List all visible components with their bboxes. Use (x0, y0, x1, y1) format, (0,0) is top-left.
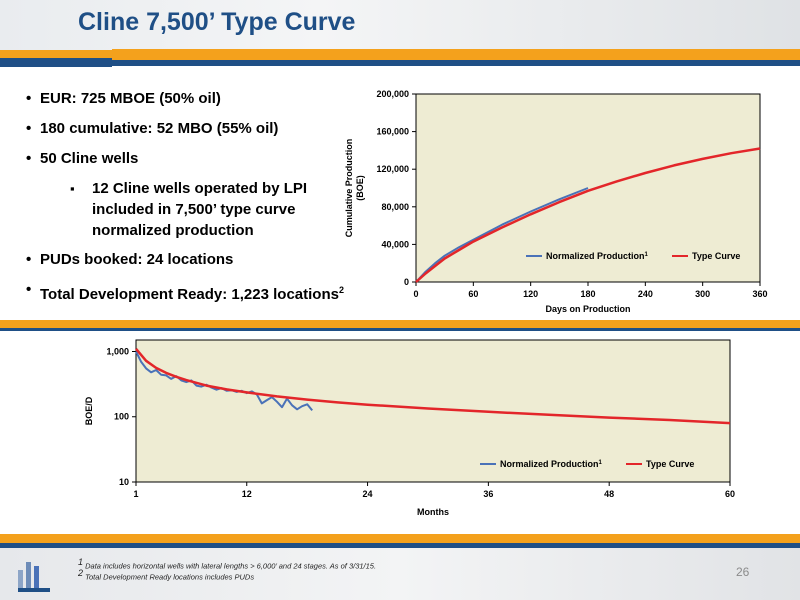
x-tick-label: 60 (468, 289, 478, 299)
y-tick-label: 120,000 (376, 164, 409, 174)
bullet-text: 50 Cline wells (40, 150, 139, 167)
y-tick-label: 80,000 (381, 202, 409, 212)
y-tick-label: 160,000 (376, 127, 409, 137)
bullet-item: EUR: 725 MBOE (50% oil) (22, 88, 367, 110)
y-axis-label: BOE/D (84, 396, 94, 425)
series-line-type-curve (415, 147, 761, 283)
x-tick-label: 180 (580, 289, 595, 299)
x-tick-label: 360 (752, 289, 767, 299)
header-stripe-left (0, 50, 112, 59)
bullet-text: 180 cumulative: 52 MBO (55% oil) (40, 120, 279, 137)
sub-bullet-text: 12 Cline wells operated by LPI included … (92, 180, 308, 239)
footer-background (0, 548, 800, 600)
legend-label: Normalized Production1 (500, 459, 603, 469)
header-stripe-left-blue (0, 58, 112, 67)
y-axis-label: (BOE) (355, 175, 365, 201)
x-tick-label: 36 (483, 489, 493, 499)
footnote-1: 1 Data includes horizontal wells with la… (78, 557, 376, 571)
legend-label: Type Curve (646, 459, 694, 469)
footnote-text: Data includes horizontal wells with late… (85, 561, 377, 571)
series-line-normalized-production (415, 187, 589, 283)
x-axis-label: Days on Production (545, 304, 630, 314)
y-axis-label-group: Cumulative Production (BOE) (344, 139, 365, 238)
x-tick-label: 0 (413, 289, 418, 299)
x-tick-label: 1 (133, 489, 138, 499)
header-stripe-blue (112, 60, 800, 66)
x-tick-label: 60 (725, 489, 735, 499)
y-axis-label: Cumulative Production (344, 139, 354, 238)
x-tick-label: 240 (638, 289, 653, 299)
divider-stripe-blue (0, 328, 800, 331)
x-tick-label: 48 (604, 489, 614, 499)
x-tick-label: 300 (695, 289, 710, 299)
sub-bullet-item: 12 Cline wells operated by LPI included … (22, 178, 367, 241)
header-stripe-orange (112, 49, 800, 60)
legend-label: Type Curve (692, 251, 740, 261)
x-tick-label: 24 (363, 489, 373, 499)
cumulative-production-chart: 0 60 120 180 240 300 360 0 40,000 80,000 120,000 16… (344, 89, 768, 314)
y-tick-label: 10 (119, 477, 129, 487)
series-line-type-curve (135, 347, 731, 425)
footnote-text: Total Development Ready locations includ… (85, 572, 255, 582)
x-tick-label: 12 (242, 489, 252, 499)
footnote-mark: 2 (78, 568, 84, 578)
page-number: 26 (736, 565, 750, 579)
x-tick-label: 120 (523, 289, 538, 299)
bullet-footnote-mark: 2 (338, 285, 344, 295)
footnote-mark: 1 (78, 557, 84, 567)
bullet-item: 180 cumulative: 52 MBO (55% oil) (22, 118, 367, 140)
plot-area (135, 339, 731, 483)
footer-stripe-orange (0, 534, 800, 543)
y-tick-label: 100 (114, 412, 129, 422)
bullet-item: PUDs booked: 24 locations (22, 249, 367, 271)
y-tick-label: 1,000 (106, 346, 129, 356)
x-axis-label: Months (417, 507, 449, 517)
boe-per-day-chart: 1 12 24 36 48 60 10 100 1,000 Months BOE/D Normaliz… (84, 339, 735, 517)
footnote-2: 2 Total Development Ready locations incl… (78, 568, 254, 582)
y-tick-label: 200,000 (376, 89, 409, 99)
bullet-item: Total Development Ready: 1,223 locations… (22, 279, 367, 306)
legend-label: Normalized Production1 (546, 251, 649, 261)
footer-stripe-blue (0, 543, 800, 548)
bullet-text: Total Development Ready: 1,223 locations (40, 286, 339, 303)
bullet-item: 50 Cline wells (22, 148, 367, 170)
company-logo-icon (18, 562, 50, 592)
y-tick-label: 40,000 (381, 239, 409, 249)
bullet-text: EUR: 725 MBOE (50% oil) (40, 90, 221, 107)
y-tick-label: 0 (404, 277, 409, 287)
bullet-list: EUR: 725 MBOE (50% oil) 180 cumulative: … (22, 88, 367, 314)
divider-stripe-orange (0, 320, 800, 328)
slide-title: Cline 7,500’ Type Curve (78, 8, 356, 36)
bullet-text: PUDs booked: 24 locations (40, 251, 234, 268)
